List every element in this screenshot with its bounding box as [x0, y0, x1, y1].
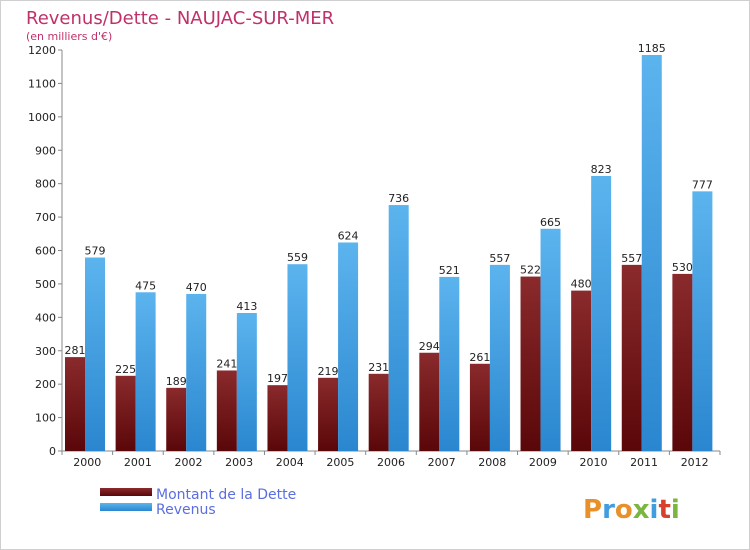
bar-dette — [368, 373, 389, 451]
plot-area: 0 100 200 300 400 500 600 700 800 900 1000 1100 1200… — [28, 42, 721, 469]
y-tick-label: 400 — [35, 311, 56, 324]
bar-revenus — [439, 276, 460, 451]
x-tick-label: 2004 — [276, 456, 304, 469]
proxiti-logo: Proxiti — [583, 495, 680, 525]
y-tick-label: 300 — [35, 345, 56, 358]
y-tick-label: 200 — [35, 378, 56, 391]
y-tick-label: 600 — [35, 245, 56, 258]
bar-revenus — [591, 175, 612, 451]
bar-dette — [166, 387, 187, 451]
bar-dette — [318, 377, 339, 451]
value-label-dette: 522 — [520, 264, 541, 277]
bar-dette — [115, 375, 136, 451]
value-label-revenus: 736 — [388, 192, 409, 205]
value-label-dette: 241 — [216, 357, 237, 370]
bar-dette — [672, 273, 693, 451]
bar-dette — [520, 276, 541, 451]
legend-label-revenus: Revenus — [156, 502, 216, 518]
x-tick-label: 2008 — [478, 456, 506, 469]
legend: Montant de la Dette Revenus — [100, 487, 296, 518]
x-tick-label: 2001 — [124, 456, 152, 469]
bar-dette — [216, 370, 237, 451]
bar-revenus — [388, 205, 409, 451]
bar-revenus — [85, 257, 105, 451]
chart-title: Revenus/Dette - NAUJAC-SUR-MER — [26, 8, 334, 29]
value-label-revenus: 475 — [135, 279, 156, 292]
value-label-revenus: 665 — [540, 216, 561, 229]
value-label-dette: 231 — [368, 361, 389, 374]
x-tick-label: 2000 — [73, 456, 101, 469]
value-label-dette: 219 — [318, 365, 339, 378]
y-tick-label: 100 — [35, 412, 56, 425]
bar-revenus — [186, 293, 207, 451]
y-tick-label: 700 — [35, 211, 56, 224]
value-label-revenus: 413 — [236, 300, 257, 313]
y-tick-label: 900 — [35, 144, 56, 157]
svg-text:Proxiti: Proxiti — [583, 495, 680, 525]
y-tick-label: 500 — [35, 278, 56, 291]
y-tick-label: 1100 — [28, 77, 56, 90]
legend-swatch-revenus — [100, 503, 152, 511]
bar-revenus — [236, 312, 257, 451]
legend-swatch-dette — [100, 488, 152, 496]
bar-revenus — [338, 242, 359, 451]
bar-revenus — [540, 228, 561, 451]
bar-revenus — [489, 264, 510, 451]
x-tick-label: 2006 — [377, 456, 405, 469]
value-label-revenus: 579 — [85, 245, 106, 258]
x-tick-label: 2003 — [225, 456, 253, 469]
value-label-dette: 189 — [166, 375, 187, 388]
y-tick-label: 1000 — [28, 111, 56, 124]
x-tick-label: 2007 — [428, 456, 456, 469]
value-label-dette: 281 — [65, 344, 86, 357]
y-tick-label: 0 — [49, 445, 56, 458]
bar-revenus — [287, 264, 308, 451]
value-label-revenus: 521 — [439, 264, 460, 277]
bar-revenus — [692, 191, 713, 452]
bar-revenus — [641, 55, 662, 451]
value-label-revenus: 1185 — [638, 42, 666, 55]
legend-label-dette: Montant de la Dette — [156, 487, 296, 503]
value-label-revenus: 470 — [186, 281, 207, 294]
value-label-revenus: 557 — [489, 252, 510, 265]
value-label-dette: 261 — [469, 351, 490, 364]
bar-dette — [419, 352, 440, 451]
value-label-dette: 294 — [419, 340, 440, 353]
bar-dette — [621, 264, 642, 451]
x-tick-label: 2005 — [326, 456, 354, 469]
value-label-dette: 480 — [571, 278, 592, 291]
x-tick-label: 2011 — [630, 456, 658, 469]
y-tick-label: 800 — [35, 178, 56, 191]
value-label-revenus: 777 — [692, 178, 713, 191]
value-label-dette: 557 — [621, 252, 642, 265]
bar-dette — [267, 385, 288, 451]
x-tick-label: 2002 — [175, 456, 203, 469]
chart-subtitle: (en milliers d'€) — [26, 30, 112, 43]
x-tick-label: 2010 — [579, 456, 607, 469]
value-label-revenus: 559 — [287, 251, 308, 264]
x-tick-label: 2012 — [681, 456, 709, 469]
bar-dette — [571, 290, 592, 451]
bar-dette — [469, 363, 490, 451]
bar-dette — [65, 357, 85, 451]
bar-revenus — [135, 292, 156, 451]
value-label-dette: 530 — [672, 261, 693, 274]
value-label-dette: 197 — [267, 372, 288, 385]
y-tick-label: 1200 — [28, 44, 56, 57]
value-label-revenus: 823 — [591, 163, 612, 176]
x-tick-label: 2009 — [529, 456, 557, 469]
value-label-revenus: 624 — [338, 229, 359, 242]
value-label-dette: 225 — [115, 363, 136, 376]
